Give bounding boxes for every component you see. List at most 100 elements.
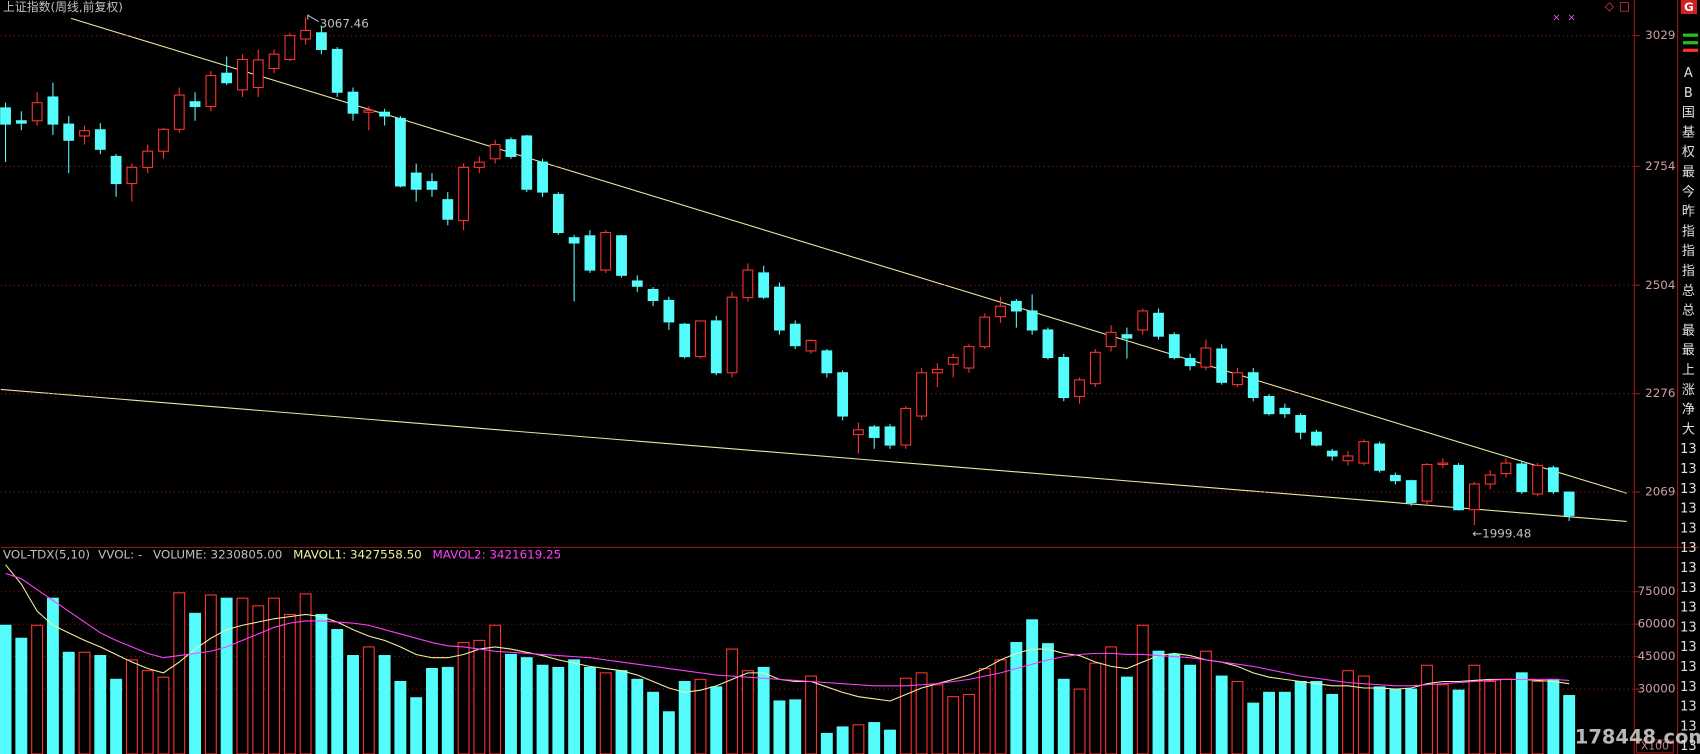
- volume-bar: [1168, 653, 1181, 754]
- y-tick-label: 2069: [1645, 485, 1675, 499]
- candle-body: [1263, 395, 1275, 415]
- candle-body: [1200, 347, 1212, 368]
- volume-bar: [1436, 684, 1449, 754]
- volume-bar: [694, 678, 707, 754]
- sidebar-item: 13: [1680, 482, 1697, 497]
- candle-body: [1105, 331, 1117, 348]
- volume-bar: [899, 677, 912, 754]
- sidebar-item: 13: [1680, 700, 1697, 715]
- badge-box[interactable]: [1680, 0, 1698, 15]
- volume-bar: [157, 676, 170, 754]
- sidebar-item: 国: [1682, 106, 1695, 121]
- volume-bar: [662, 711, 675, 754]
- sidebar-item: 最: [1682, 165, 1695, 180]
- volume-bar: [1105, 646, 1118, 754]
- candle-body: [31, 102, 43, 122]
- candle-body: [0, 107, 11, 125]
- candle-body: [489, 143, 501, 160]
- marker: ×: [1552, 12, 1560, 23]
- candle-body: [647, 289, 659, 302]
- volume-bar: [1278, 691, 1291, 754]
- volume-bar: [1421, 664, 1433, 754]
- candle-body: [363, 109, 375, 113]
- candle-body: [1010, 300, 1022, 312]
- candle-body: [142, 150, 154, 168]
- candle-body: [710, 320, 722, 374]
- sidebar-item: 13: [1680, 541, 1697, 556]
- volume-bar: [615, 670, 628, 754]
- volume-bar: [1468, 664, 1481, 754]
- volume-bar: [1373, 686, 1386, 754]
- volume-bar: [1563, 695, 1576, 754]
- volume-bar: [1547, 678, 1560, 754]
- volume-bar: [1357, 675, 1370, 754]
- sidebar-item: 13: [1680, 462, 1697, 477]
- candle-body: [916, 372, 928, 417]
- readout: MAVOL1: 3427558.50: [293, 547, 422, 561]
- candle-body: [237, 58, 248, 91]
- candle-body: [252, 59, 264, 89]
- toolbar-icon[interactable]: ◇: [1605, 0, 1615, 13]
- readout: MAVOL2: 3421619.25: [433, 547, 562, 561]
- volume-bar: [1231, 680, 1244, 754]
- candle-body: [1089, 351, 1101, 385]
- indicator: [1682, 33, 1699, 37]
- candle-body: [837, 372, 849, 417]
- volume-bar: [31, 624, 44, 754]
- candle-body: [1468, 483, 1480, 511]
- candle-body: [1295, 415, 1307, 433]
- candle-body: [458, 166, 469, 222]
- volume-bar: [441, 666, 454, 754]
- sidebar-item: 大: [1682, 422, 1695, 437]
- candle-body: [947, 357, 959, 365]
- sidebar-item: 13: [1680, 521, 1697, 536]
- volume-bar: [631, 678, 644, 754]
- candle-body: [316, 32, 327, 50]
- y-tick-label: 60000: [1638, 617, 1676, 631]
- volume-bar: [426, 667, 438, 754]
- readout: VOLUME: 3230805.00: [153, 547, 282, 561]
- candle-body: [1547, 467, 1559, 493]
- annotation-arrow: [307, 14, 319, 23]
- unit-box: [1635, 739, 1674, 754]
- volume-bar: [125, 659, 138, 754]
- badge[interactable]: G: [1684, 0, 1694, 14]
- candle-body: [1184, 357, 1196, 367]
- toolbar-icon[interactable]: □: [1619, 0, 1630, 13]
- volume-bar: [473, 639, 486, 754]
- candle-body: [900, 407, 912, 446]
- candle-body: [1563, 491, 1575, 516]
- sidebar-item: 指: [1682, 224, 1695, 239]
- sidebar-item: 今: [1682, 184, 1695, 200]
- volume-bar: [62, 651, 75, 754]
- candle-body: [505, 139, 517, 157]
- volume-bar: [46, 597, 59, 754]
- y-tick-label: 2504: [1645, 278, 1675, 292]
- candle-body: [1405, 480, 1417, 504]
- candle-body: [774, 286, 785, 331]
- volume-bar: [504, 653, 517, 754]
- candle-body: [221, 72, 233, 84]
- volume-bar: [204, 594, 217, 754]
- sidebar-item: 13: [1680, 660, 1697, 675]
- candle-body: [1342, 455, 1354, 462]
- y-tick-label: 3029: [1645, 28, 1675, 42]
- sidebar-item: 基: [1682, 125, 1695, 140]
- candle-body: [616, 235, 627, 276]
- volume-bar: [94, 655, 107, 754]
- volume-bar: [536, 664, 549, 754]
- candle-body: [726, 296, 738, 374]
- indicator: [1682, 48, 1699, 52]
- volume-bar: [520, 657, 533, 754]
- candle-body: [789, 323, 801, 347]
- candle-body: [884, 426, 896, 446]
- candle-body: [631, 280, 643, 287]
- volume-bar: [220, 597, 233, 754]
- candle-body: [1074, 379, 1085, 398]
- candle-body: [853, 429, 864, 436]
- volume-bar: [1294, 680, 1307, 754]
- candle-body: [410, 172, 422, 190]
- candle-body: [1500, 462, 1512, 475]
